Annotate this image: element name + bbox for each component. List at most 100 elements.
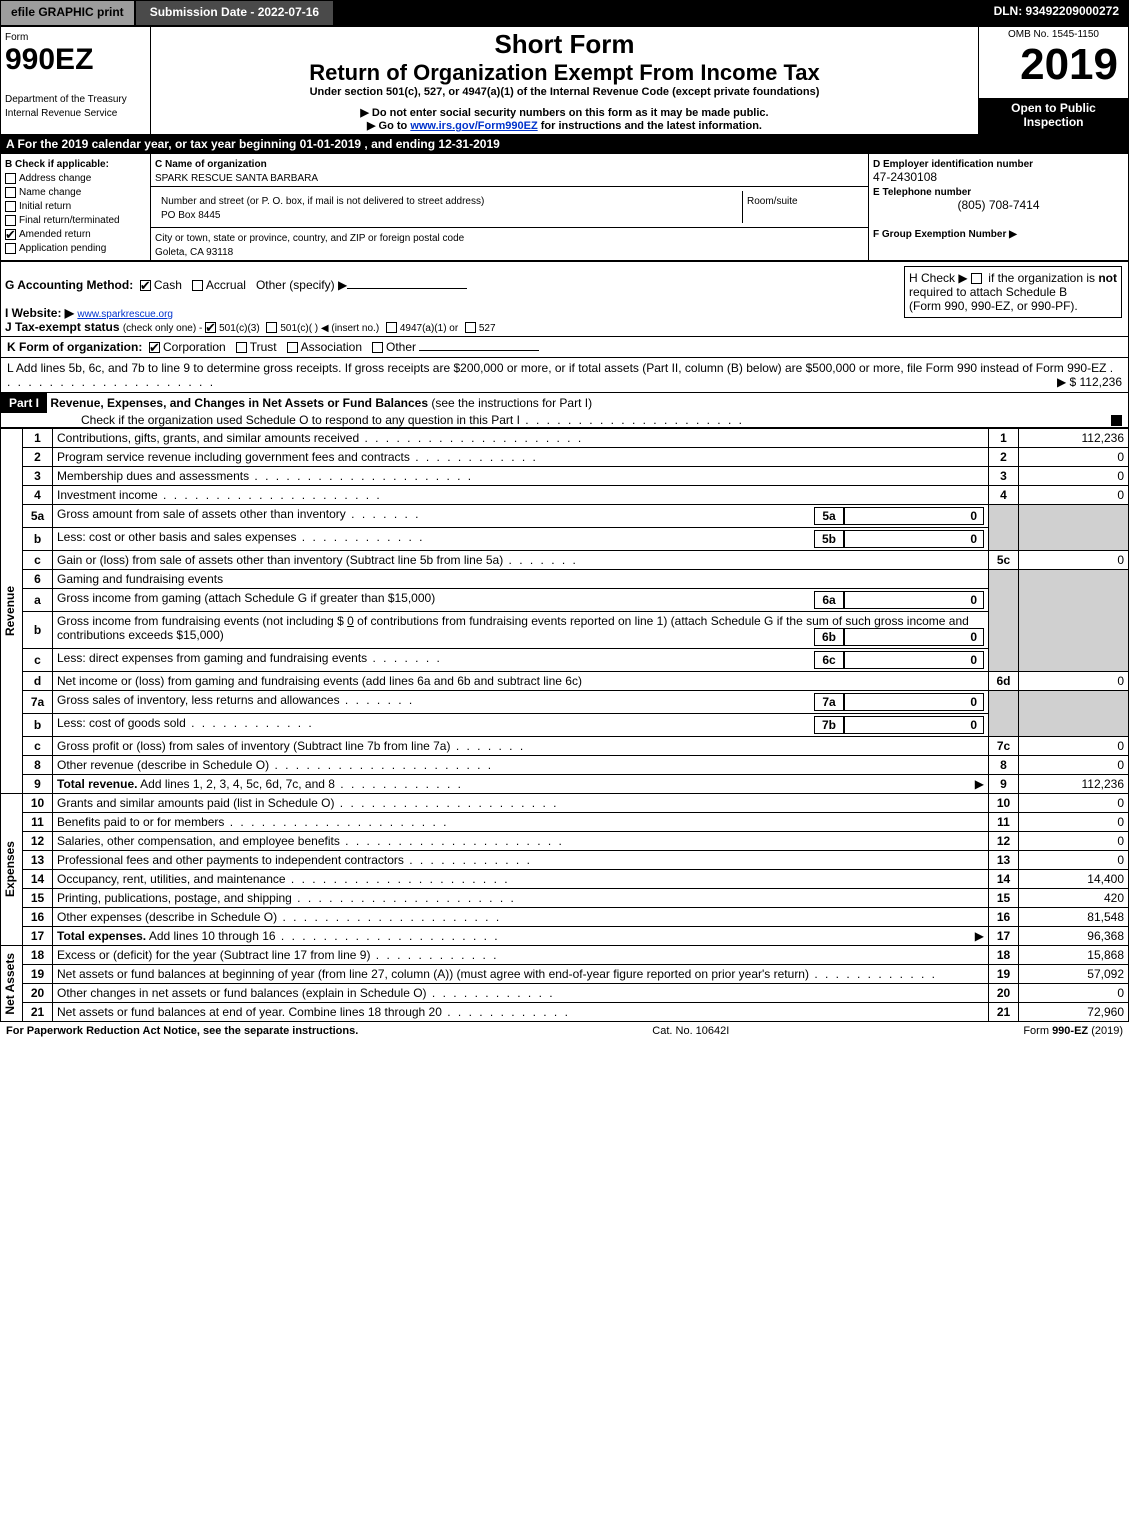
chk-corporation[interactable] [149,342,160,353]
l6a-num: a [23,589,53,612]
l6a-mid: 6a [814,591,844,609]
website-link[interactable]: www.sparkrescue.org [77,309,173,320]
l16-rn: 16 [989,908,1019,927]
l17-rn: 17 [989,927,1019,946]
chk-527[interactable] [465,322,476,333]
line-l: L Add lines 5b, 6c, and 7b to line 9 to … [0,358,1129,393]
l7b-num: b [23,714,53,737]
l18-val: 15,868 [1019,946,1129,965]
l21-val: 72,960 [1019,1003,1129,1022]
box-c-city: City or town, state or province, country… [151,228,869,261]
line-h-l2: required to attach Schedule B [909,285,1067,299]
return-title: Return of Organization Exempt From Incom… [155,60,974,86]
chk-501c3[interactable] [205,322,216,333]
chk-final-return[interactable] [5,215,16,226]
l11-num: 11 [23,813,53,832]
chk-association[interactable] [287,342,298,353]
side-expenses: Expenses [1,837,19,901]
chk-name-change[interactable] [5,187,16,198]
l16-num: 16 [23,908,53,927]
chk-cash[interactable] [140,280,151,291]
l6-num: 6 [23,570,53,589]
chk-address-change[interactable] [5,173,16,184]
line-j-sub: (check only one) - [123,323,205,334]
irs-link[interactable]: www.irs.gov/Form990EZ [410,120,537,132]
page-footer: For Paperwork Reduction Act Notice, see … [0,1022,1129,1040]
tax-year: 2019 [983,40,1124,90]
phone-value: (805) 708-7414 [873,198,1124,212]
l6c-mid: 6c [814,651,844,669]
efile-print-button[interactable]: efile GRAPHIC print [0,0,135,26]
chk-sched-b[interactable] [971,273,982,284]
l5c-desc: Gain or (loss) from sale of assets other… [57,553,503,567]
period-begin: 01-01-2019 [300,137,361,151]
l18-num: 18 [23,946,53,965]
chk-501c[interactable] [266,322,277,333]
chk-amended-return[interactable] [5,229,16,240]
subtitle: Under section 501(c), 527, or 4947(a)(1)… [155,86,974,98]
l4-val: 0 [1019,486,1129,505]
part1-title: Revenue, Expenses, and Changes in Net As… [50,396,431,410]
box-c-name: C Name of organization SPARK RESCUE SANT… [151,154,869,187]
l5b-desc: Less: cost or other basis and sales expe… [57,530,296,544]
l14-desc: Occupancy, rent, utilities, and maintena… [57,872,286,886]
chk-accrual[interactable] [192,280,203,291]
line-g-label: G Accounting Method: [5,278,133,292]
line-k: K Form of organization: Corporation Trus… [0,337,1129,358]
l19-val: 57,092 [1019,965,1129,984]
opt-initial-return: Initial return [19,201,71,212]
l11-rn: 11 [989,813,1019,832]
l12-val: 0 [1019,832,1129,851]
l7a-desc: Gross sales of inventory, less returns a… [57,693,340,707]
chk-schedule-o[interactable] [1111,415,1122,426]
irs-label: Internal Revenue Service [5,108,117,119]
other-org-line [419,350,539,351]
l2-val: 0 [1019,448,1129,467]
line-j-label: J Tax-exempt status [5,320,123,334]
l5a-desc: Gross amount from sale of assets other t… [57,507,346,521]
chk-application-pending[interactable] [5,243,16,254]
entity-table: B Check if applicable: Address change Na… [0,153,1129,261]
l13-val: 0 [1019,851,1129,870]
l3-rn: 3 [989,467,1019,486]
l9-val: 112,236 [1019,775,1129,794]
line-i-label: I Website: ▶ [5,306,74,320]
side-net-assets: Net Assets [1,949,19,1019]
l2-rn: 2 [989,448,1019,467]
opt-address-change: Address change [19,173,91,184]
period-pre: A For the 2019 calendar year, or tax yea… [6,137,300,151]
room-label: Room/suite [747,196,798,207]
l19-num: 19 [23,965,53,984]
l5-shade [989,505,1019,551]
l12-num: 12 [23,832,53,851]
l14-num: 14 [23,870,53,889]
goto-post: for instructions and the latest informat… [538,120,762,132]
l17-desc2: Add lines 10 through 16 [146,929,275,943]
l6b-mv: 0 [844,628,984,646]
l3-desc: Membership dues and assessments [57,469,249,483]
l10-num: 10 [23,794,53,813]
topbar-spacer [334,0,983,26]
part1-check-text: Check if the organization used Schedule … [1,413,520,427]
chk-initial-return[interactable] [5,201,16,212]
period-mid: , and ending [361,137,438,151]
org-name: SPARK RESCUE SANTA BARBARA [155,173,318,184]
chk-4947[interactable] [386,322,397,333]
l13-desc: Professional fees and other payments to … [57,853,404,867]
l5a-num: 5a [23,505,53,528]
l8-rn: 8 [989,756,1019,775]
l16-desc: Other expenses (describe in Schedule O) [57,910,277,924]
l2-desc: Program service revenue including govern… [57,450,410,464]
l6b-num: b [23,612,53,649]
part1-title2: (see the instructions for Part I) [431,396,592,410]
opt-association: Association [301,340,362,354]
chk-other-org[interactable] [372,342,383,353]
l20-rn: 20 [989,984,1019,1003]
footer-left: For Paperwork Reduction Act Notice, see … [6,1025,358,1037]
line-l-amount: ▶ $ 112,236 [1057,375,1122,389]
box-f-label: F Group Exemption Number ▶ [873,229,1017,240]
l4-desc: Investment income [57,488,158,502]
chk-trust[interactable] [236,342,247,353]
l5c-num: c [23,551,53,570]
l17-num: 17 [23,927,53,946]
